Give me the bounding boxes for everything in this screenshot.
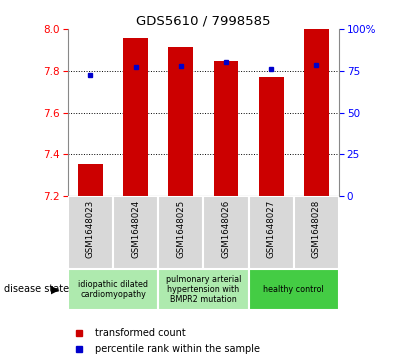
Text: idiopathic dilated
cardiomyopathy: idiopathic dilated cardiomyopathy xyxy=(78,280,148,299)
FancyBboxPatch shape xyxy=(68,269,158,310)
Text: ▶: ▶ xyxy=(51,285,60,294)
Bar xyxy=(259,77,284,196)
Text: percentile rank within the sample: percentile rank within the sample xyxy=(95,344,260,354)
Title: GDS5610 / 7998585: GDS5610 / 7998585 xyxy=(136,15,271,28)
Bar xyxy=(78,164,103,196)
FancyBboxPatch shape xyxy=(249,196,294,269)
Bar xyxy=(169,47,193,196)
FancyBboxPatch shape xyxy=(158,196,203,269)
Text: GSM1648023: GSM1648023 xyxy=(86,200,95,258)
Text: pulmonary arterial
hypertension with
BMPR2 mutation: pulmonary arterial hypertension with BMP… xyxy=(166,274,241,305)
Bar xyxy=(123,38,148,196)
FancyBboxPatch shape xyxy=(249,269,339,310)
Bar xyxy=(214,61,238,196)
Text: GSM1648025: GSM1648025 xyxy=(176,200,185,258)
Text: GSM1648026: GSM1648026 xyxy=(222,200,231,258)
FancyBboxPatch shape xyxy=(294,196,339,269)
Bar xyxy=(304,29,329,196)
FancyBboxPatch shape xyxy=(68,196,113,269)
FancyBboxPatch shape xyxy=(113,196,158,269)
Text: healthy control: healthy control xyxy=(263,285,324,294)
Text: GSM1648027: GSM1648027 xyxy=(267,200,276,258)
Text: GSM1648028: GSM1648028 xyxy=(312,200,321,258)
Text: disease state: disease state xyxy=(4,285,69,294)
FancyBboxPatch shape xyxy=(203,196,249,269)
FancyBboxPatch shape xyxy=(158,269,249,310)
Text: transformed count: transformed count xyxy=(95,328,186,338)
Text: GSM1648024: GSM1648024 xyxy=(131,200,140,258)
